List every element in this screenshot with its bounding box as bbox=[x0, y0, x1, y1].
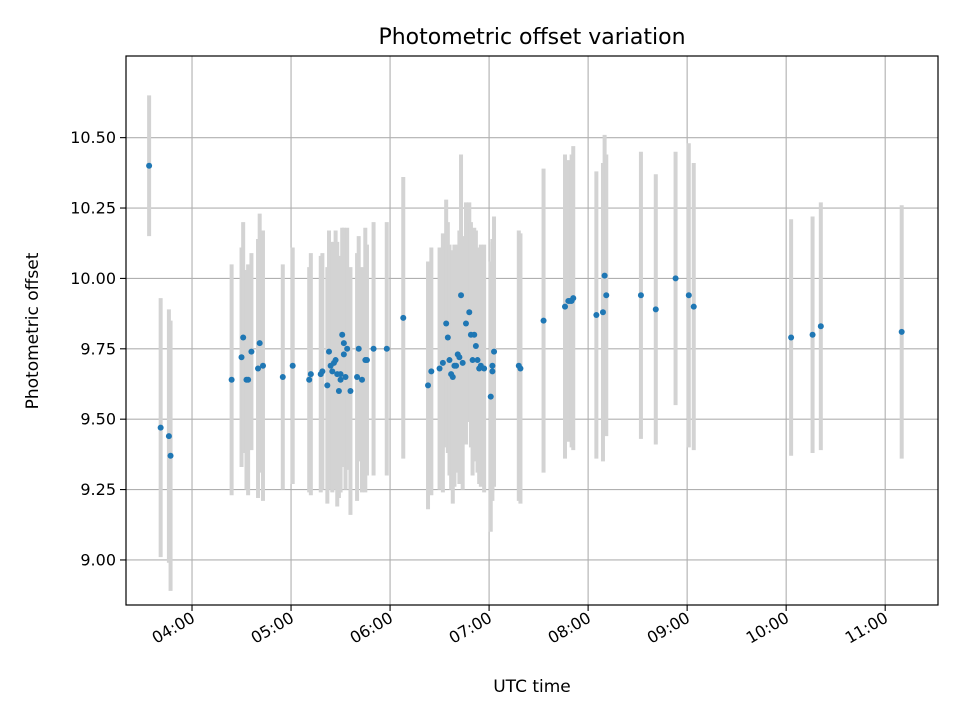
y-tick-label: 9.25 bbox=[80, 480, 116, 499]
data-point bbox=[344, 345, 351, 352]
data-point bbox=[340, 340, 347, 347]
data-point bbox=[425, 382, 432, 389]
chart-title: Photometric offset variation bbox=[378, 25, 685, 50]
point-layer bbox=[146, 162, 905, 459]
data-point bbox=[570, 295, 577, 302]
data-point bbox=[256, 340, 263, 347]
data-point bbox=[446, 357, 453, 364]
data-point bbox=[489, 368, 496, 375]
data-point bbox=[491, 348, 498, 355]
y-axis-label: Photometric offset bbox=[23, 252, 43, 409]
data-point bbox=[472, 342, 479, 349]
plot-area-frame bbox=[125, 55, 939, 606]
data-point bbox=[481, 365, 488, 372]
data-point bbox=[332, 357, 339, 364]
data-point bbox=[462, 320, 469, 327]
data-point bbox=[428, 368, 435, 375]
data-point bbox=[817, 323, 824, 330]
data-point bbox=[436, 365, 443, 372]
data-point bbox=[601, 272, 608, 279]
data-point bbox=[443, 320, 450, 327]
data-point bbox=[340, 351, 347, 358]
data-point bbox=[562, 303, 569, 310]
x-tick-label: 11:00 bbox=[842, 608, 891, 648]
data-point bbox=[672, 275, 679, 282]
y-tick-label: 10.25 bbox=[70, 199, 116, 218]
data-point bbox=[685, 292, 692, 299]
data-point bbox=[279, 373, 286, 380]
data-point bbox=[354, 373, 361, 380]
data-point bbox=[157, 424, 164, 431]
data-point bbox=[319, 368, 326, 375]
x-tick-label: 04:00 bbox=[149, 608, 198, 648]
data-point bbox=[240, 334, 247, 341]
data-point bbox=[652, 306, 659, 313]
data-point bbox=[306, 376, 313, 383]
data-point bbox=[355, 345, 362, 352]
data-point bbox=[471, 331, 478, 338]
y-tick-label: 10.50 bbox=[70, 128, 116, 147]
data-point bbox=[370, 345, 377, 352]
data-point bbox=[347, 388, 354, 395]
data-point bbox=[540, 317, 547, 324]
x-axis-label: UTC time bbox=[493, 677, 571, 697]
data-point bbox=[339, 331, 346, 338]
data-point bbox=[289, 362, 296, 369]
data-point bbox=[400, 314, 407, 321]
x-tick-label: 06:00 bbox=[347, 608, 396, 648]
data-point bbox=[259, 362, 266, 369]
y-tick-label: 9.00 bbox=[80, 550, 116, 569]
data-point bbox=[453, 362, 460, 369]
data-point bbox=[324, 382, 331, 389]
x-tick-label: 08:00 bbox=[545, 608, 594, 648]
data-point bbox=[637, 292, 644, 299]
data-point bbox=[245, 376, 252, 383]
data-point bbox=[248, 348, 255, 355]
data-point bbox=[337, 376, 344, 383]
data-point bbox=[363, 357, 370, 364]
data-point bbox=[469, 357, 476, 364]
data-point bbox=[335, 388, 342, 395]
data-point bbox=[593, 312, 600, 319]
x-tick-label: 05:00 bbox=[248, 608, 297, 648]
y-tick-label: 10.00 bbox=[70, 269, 116, 288]
x-tick-label: 09:00 bbox=[644, 608, 693, 648]
data-point bbox=[337, 371, 344, 378]
data-point bbox=[255, 365, 262, 372]
data-point bbox=[444, 334, 451, 341]
data-point bbox=[329, 368, 336, 375]
data-point bbox=[238, 354, 245, 361]
y-tick-label: 9.75 bbox=[80, 339, 116, 358]
data-point bbox=[487, 393, 494, 400]
data-point bbox=[489, 362, 496, 369]
data-point bbox=[517, 365, 524, 372]
data-point bbox=[326, 348, 332, 355]
x-tick-label: 10:00 bbox=[743, 608, 792, 648]
data-point bbox=[383, 345, 390, 352]
data-point bbox=[466, 309, 473, 316]
data-point bbox=[599, 309, 606, 316]
data-point bbox=[165, 433, 172, 440]
y-tick-label: 9.50 bbox=[80, 410, 116, 429]
data-point bbox=[788, 334, 795, 341]
data-point bbox=[603, 292, 610, 299]
data-point bbox=[146, 162, 153, 169]
data-point bbox=[167, 452, 174, 459]
data-point bbox=[307, 371, 314, 378]
x-tick-label: 07:00 bbox=[446, 608, 495, 648]
data-point bbox=[449, 373, 456, 380]
data-point bbox=[359, 376, 366, 383]
data-point bbox=[459, 359, 466, 366]
data-point bbox=[809, 331, 816, 338]
data-point bbox=[474, 357, 481, 364]
data-point bbox=[228, 376, 235, 383]
data-point bbox=[342, 373, 349, 380]
data-point bbox=[898, 328, 905, 335]
data-point bbox=[439, 359, 446, 366]
data-point bbox=[690, 303, 697, 310]
data-point bbox=[456, 354, 463, 361]
data-point bbox=[458, 292, 465, 299]
